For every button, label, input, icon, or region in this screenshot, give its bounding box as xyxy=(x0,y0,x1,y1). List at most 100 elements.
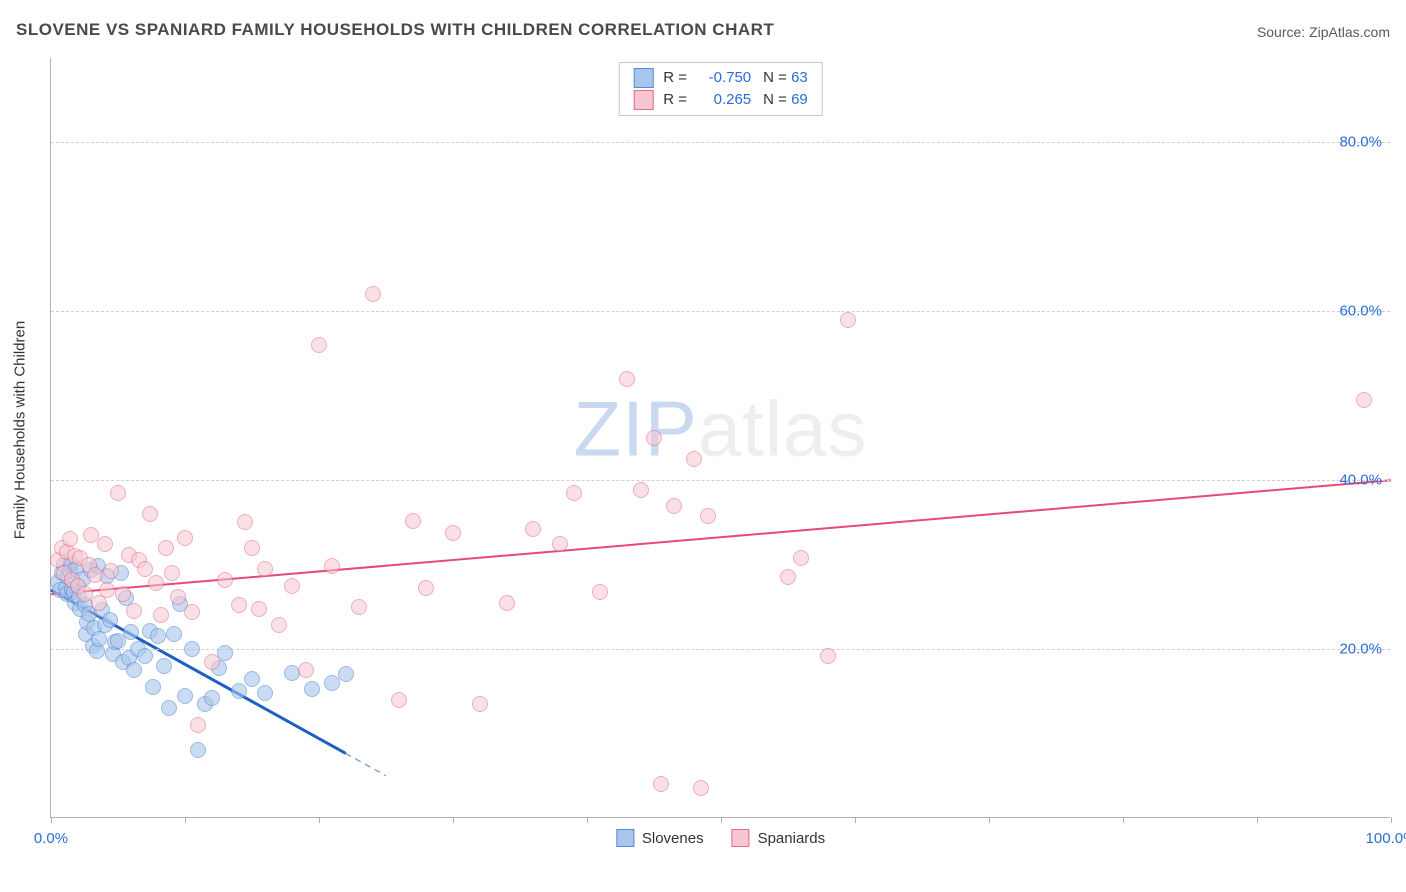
x-tick-mark xyxy=(453,817,454,823)
chart-source: Source: ZipAtlas.com xyxy=(1257,24,1390,40)
data-point xyxy=(1356,392,1372,408)
data-point xyxy=(164,565,180,581)
data-point xyxy=(633,482,649,498)
series-legend-item: Slovenes xyxy=(616,829,704,847)
data-point xyxy=(137,561,153,577)
x-tick-label: 100.0% xyxy=(1366,830,1406,847)
data-point xyxy=(244,540,260,556)
data-point xyxy=(445,525,461,541)
x-tick-mark xyxy=(185,817,186,823)
data-point xyxy=(204,690,220,706)
grid-line xyxy=(51,142,1390,143)
legend-swatch xyxy=(633,90,653,110)
legend-swatch xyxy=(732,829,750,847)
grid-line xyxy=(51,311,1390,312)
data-point xyxy=(158,540,174,556)
stats-legend-row: R = 0.265N = 69 xyxy=(633,89,808,111)
data-point xyxy=(97,536,113,552)
data-point xyxy=(153,607,169,623)
legend-stats-text: R = -0.750N = 63 xyxy=(663,67,808,89)
data-point xyxy=(148,575,164,591)
data-point xyxy=(257,685,273,701)
data-point xyxy=(137,648,153,664)
legend-swatch xyxy=(616,829,634,847)
data-point xyxy=(820,648,836,664)
trend-line xyxy=(51,480,1391,594)
data-point xyxy=(156,658,172,674)
data-point xyxy=(298,662,314,678)
data-point xyxy=(338,666,354,682)
data-point xyxy=(237,514,253,530)
series-legend: Slovenes Spaniards xyxy=(616,829,825,847)
data-point xyxy=(418,580,434,596)
data-point xyxy=(170,589,186,605)
data-point xyxy=(217,572,233,588)
data-point xyxy=(190,742,206,758)
y-axis-label: Family Households with Children xyxy=(12,321,29,539)
data-point xyxy=(686,451,702,467)
stats-legend-row: R = -0.750N = 63 xyxy=(633,67,808,89)
series-legend-item: Spaniards xyxy=(732,829,826,847)
data-point xyxy=(646,430,662,446)
data-point xyxy=(62,531,78,547)
data-point xyxy=(405,513,421,529)
data-point xyxy=(110,485,126,501)
data-point xyxy=(304,681,320,697)
chart-header: SLOVENE VS SPANIARD FAMILY HOUSEHOLDS WI… xyxy=(0,0,1406,48)
data-point xyxy=(99,582,115,598)
data-point xyxy=(166,626,182,642)
data-point xyxy=(592,584,608,600)
data-point xyxy=(142,506,158,522)
legend-stats-text: R = 0.265N = 69 xyxy=(663,89,808,111)
x-tick-mark xyxy=(587,817,588,823)
trend-lines-layer xyxy=(51,58,1390,817)
data-point xyxy=(103,563,119,579)
x-tick-mark xyxy=(51,817,52,823)
trend-line-extrapolation xyxy=(346,753,386,775)
x-tick-mark xyxy=(1257,817,1258,823)
x-tick-mark xyxy=(1123,817,1124,823)
data-point xyxy=(102,612,118,628)
data-point xyxy=(271,617,287,633)
y-tick-label: 80.0% xyxy=(1331,134,1382,151)
data-point xyxy=(780,569,796,585)
data-point xyxy=(184,641,200,657)
data-point xyxy=(231,683,247,699)
data-point xyxy=(840,312,856,328)
data-point xyxy=(284,578,300,594)
grid-line xyxy=(51,480,1390,481)
data-point xyxy=(499,595,515,611)
x-tick-mark xyxy=(721,817,722,823)
x-tick-label: 0.0% xyxy=(34,830,68,847)
data-point xyxy=(525,521,541,537)
stats-legend: R = -0.750N = 63R = 0.265N = 69 xyxy=(618,62,823,116)
data-point xyxy=(87,567,103,583)
data-point xyxy=(126,603,142,619)
data-point xyxy=(190,717,206,733)
y-tick-label: 40.0% xyxy=(1331,472,1382,489)
data-point xyxy=(351,599,367,615)
data-point xyxy=(619,371,635,387)
data-point xyxy=(472,696,488,712)
x-tick-mark xyxy=(989,817,990,823)
data-point xyxy=(177,530,193,546)
data-point xyxy=(666,498,682,514)
data-point xyxy=(161,700,177,716)
data-point xyxy=(231,597,247,613)
y-tick-label: 60.0% xyxy=(1331,303,1382,320)
data-point xyxy=(251,601,267,617)
data-point xyxy=(793,550,809,566)
chart-title: SLOVENE VS SPANIARD FAMILY HOUSEHOLDS WI… xyxy=(16,20,774,40)
data-point xyxy=(204,654,220,670)
data-point xyxy=(391,692,407,708)
data-point xyxy=(552,536,568,552)
data-point xyxy=(244,671,260,687)
data-point xyxy=(257,561,273,577)
data-point xyxy=(693,780,709,796)
x-tick-mark xyxy=(855,817,856,823)
data-point xyxy=(365,286,381,302)
data-point xyxy=(311,337,327,353)
data-point xyxy=(150,628,166,644)
x-tick-mark xyxy=(319,817,320,823)
data-point xyxy=(115,586,131,602)
